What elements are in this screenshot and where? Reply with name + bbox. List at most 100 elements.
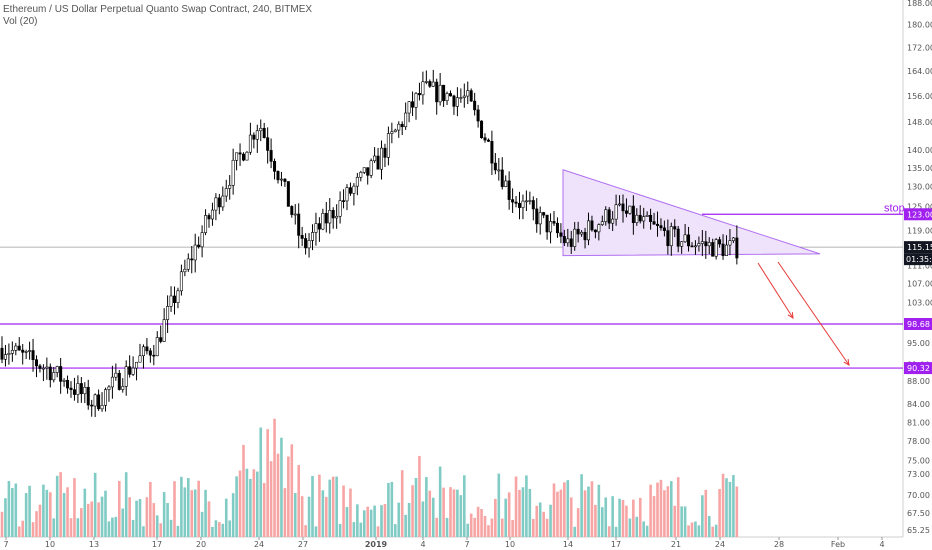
candle-body	[721, 243, 725, 257]
candle-body	[690, 245, 694, 248]
candle-body	[286, 181, 290, 207]
candle-body	[179, 271, 183, 292]
volume-bar	[587, 486, 590, 537]
candle-body	[14, 345, 18, 351]
candle-body	[152, 354, 156, 357]
candle-body	[141, 346, 145, 357]
volume-bar	[224, 498, 228, 537]
volume-bar	[24, 493, 28, 537]
time-tick-label: 10	[45, 540, 55, 549]
time-tick-label: 4	[420, 540, 425, 549]
candle-body	[117, 372, 121, 390]
volume-bar	[638, 497, 642, 537]
volume-bar	[180, 476, 183, 537]
level-price-tag	[904, 208, 932, 221]
candle-body	[293, 213, 297, 216]
volume-bar	[732, 475, 735, 537]
price-tick-label: 130.00	[907, 183, 932, 192]
volume-bar	[11, 488, 14, 537]
volume-bar	[4, 498, 7, 537]
candle-body	[128, 366, 132, 375]
candle-body	[283, 178, 287, 182]
candle-body	[635, 214, 639, 223]
candle-body	[238, 152, 242, 155]
volume-bar	[376, 526, 380, 537]
volume-bar	[604, 497, 608, 537]
volume-bar	[597, 484, 601, 537]
candle-body	[21, 349, 25, 353]
volume-bar	[262, 483, 266, 537]
candle-body	[104, 389, 108, 406]
volume-bar	[549, 504, 552, 537]
volume-bar	[473, 517, 476, 537]
candle-body	[497, 169, 501, 172]
candle-body	[38, 365, 42, 369]
candle-body	[707, 242, 711, 247]
volume-bar	[642, 521, 645, 537]
candle-body	[414, 93, 418, 108]
volume-bar	[663, 490, 666, 537]
candle-body	[121, 386, 125, 390]
volume-bar	[28, 485, 31, 537]
volume-bar	[635, 516, 639, 537]
volume-bar	[714, 524, 718, 537]
volume-bar	[504, 498, 507, 537]
volume-bar	[190, 490, 194, 537]
candle-body	[417, 93, 421, 96]
volume-bar	[369, 509, 373, 537]
candle-body	[159, 337, 163, 342]
price-tick-label: 65.25	[907, 526, 930, 535]
candle-body	[135, 361, 139, 369]
candle-body	[473, 100, 477, 111]
volume-bar	[45, 489, 49, 537]
candle-body	[511, 199, 515, 203]
candle-body	[138, 355, 142, 363]
candle-body	[193, 244, 197, 261]
level-price-tag	[904, 362, 932, 375]
level-price-tag-text: 90.32	[907, 364, 930, 373]
candle-body	[0, 347, 4, 360]
candle-body	[259, 127, 263, 132]
volume-bar	[445, 517, 449, 537]
price-tick-label: 81.00	[907, 418, 930, 427]
candle-body	[673, 226, 677, 230]
volume-bar	[480, 509, 483, 537]
candle-body	[214, 197, 218, 211]
volume-bar	[573, 526, 576, 537]
chart-title: Ethereum / US Dollar Perpetual Quanto Sw…	[3, 4, 313, 15]
candle-body	[48, 366, 52, 381]
volume-bar	[207, 501, 211, 537]
volume-bar	[487, 525, 490, 537]
candle-body	[390, 131, 394, 134]
candle-body	[500, 169, 504, 187]
candle-body	[400, 123, 404, 128]
descending-triangle-pattern	[562, 169, 821, 257]
volume-bar	[83, 488, 87, 537]
time-tick-label: 24	[254, 540, 264, 549]
volume-bar	[618, 498, 621, 537]
candle-body	[197, 244, 201, 248]
candle-body	[407, 101, 411, 114]
candle-body	[486, 139, 490, 142]
volume-bar	[231, 493, 235, 537]
volume-bar	[228, 520, 231, 537]
candle-body	[279, 178, 283, 181]
volume-bar	[238, 470, 242, 537]
candle-body	[28, 350, 32, 352]
candle-body	[638, 214, 642, 222]
candle-body	[248, 134, 252, 153]
volume-bar	[321, 490, 325, 537]
volume-bar	[256, 471, 259, 537]
candle-body	[586, 220, 590, 241]
candle-body	[59, 366, 63, 382]
candle-body	[183, 268, 187, 273]
volume-bar	[697, 525, 701, 537]
level-price-tag-text: 123.00	[907, 210, 932, 219]
volume-bar	[394, 524, 397, 537]
candle-body	[297, 213, 301, 236]
volume-bar	[114, 516, 118, 537]
price-tick-label: 84.00	[907, 400, 930, 409]
volume-bar	[701, 495, 704, 537]
volume-bar	[735, 486, 739, 537]
